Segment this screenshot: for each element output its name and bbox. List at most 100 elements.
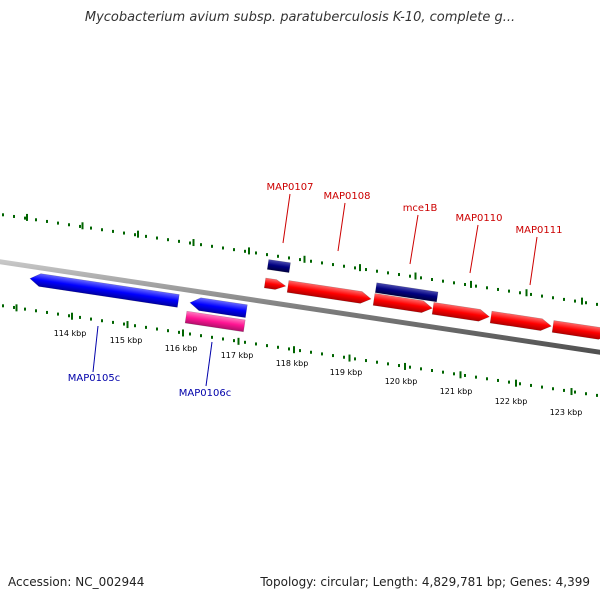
- leader-line: [409, 214, 419, 265]
- leader-line: [529, 236, 538, 286]
- minor-tick: [68, 223, 70, 227]
- minor-tick: [178, 330, 180, 334]
- minor-tick: [255, 342, 257, 346]
- minor-tick: [266, 253, 268, 257]
- minor-tick: [541, 385, 543, 389]
- gene-arrow-map0111: [551, 320, 600, 340]
- minor-tick: [321, 352, 323, 356]
- minor-tick: [486, 286, 488, 290]
- label-leader-lines: [92, 193, 538, 387]
- minor-tick: [508, 289, 510, 293]
- minor-tick: [376, 360, 378, 364]
- minor-tick: [46, 219, 48, 223]
- minor-tick: [563, 297, 565, 301]
- gene-arrow-map0108: [286, 280, 372, 304]
- major-tick: [515, 379, 517, 387]
- feature-block-map0107: [266, 259, 291, 273]
- minor-tick: [90, 317, 92, 321]
- major-tick: [81, 222, 84, 230]
- feature-block-map0106c: [184, 310, 246, 333]
- minor-tick: [233, 248, 235, 252]
- minor-tick: [574, 299, 576, 303]
- kbp-label: 119 kbp: [330, 368, 363, 377]
- minor-tick: [332, 263, 334, 267]
- minor-tick: [310, 259, 312, 263]
- minor-tick: [508, 380, 510, 384]
- minor-tick: [134, 233, 136, 237]
- kbp-label: 121 kbp: [440, 387, 473, 396]
- minor-tick: [519, 382, 521, 386]
- minor-tick: [79, 224, 81, 228]
- gene-label-map0110: MAP0110: [456, 213, 503, 224]
- map-title: Mycobacterium avium subsp. paratuberculo…: [84, 10, 516, 25]
- leader-line: [469, 224, 479, 274]
- minor-tick: [266, 344, 268, 348]
- major-tick: [359, 264, 361, 272]
- gene-arrow-map0107: [263, 277, 287, 290]
- minor-tick: [101, 319, 103, 323]
- genome-backbone: [0, 259, 600, 355]
- minor-tick: [343, 355, 345, 359]
- minor-tick: [431, 369, 433, 373]
- minor-tick: [596, 393, 598, 397]
- major-tick: [525, 289, 528, 297]
- minor-tick: [354, 266, 356, 270]
- major-tick: [348, 354, 351, 362]
- gene-features: [29, 259, 600, 340]
- minor-tick: [167, 329, 169, 333]
- upper-tick-track: [2, 213, 598, 306]
- minor-tick: [354, 357, 356, 361]
- major-tick: [570, 388, 573, 396]
- minor-tick: [475, 375, 477, 379]
- minor-tick: [255, 251, 257, 255]
- minor-tick: [453, 372, 455, 376]
- minor-tick: [57, 221, 59, 225]
- minor-tick: [596, 302, 598, 306]
- minor-tick: [222, 246, 224, 250]
- major-tick: [459, 371, 462, 379]
- minor-tick: [57, 312, 59, 316]
- minor-tick: [398, 273, 400, 277]
- gene-label-map0106c: MAP0106c: [179, 388, 231, 399]
- minor-tick: [13, 214, 15, 218]
- minor-tick: [112, 229, 114, 233]
- minor-tick: [409, 365, 411, 369]
- minor-tick: [101, 228, 103, 232]
- minor-tick: [134, 324, 136, 328]
- minor-tick: [299, 258, 301, 262]
- minor-tick: [497, 378, 499, 382]
- gene-label-map0111: MAP0111: [516, 225, 563, 236]
- gene-label-map0105c: MAP0105c: [68, 373, 120, 384]
- kbp-label: 122 kbp: [495, 397, 528, 406]
- major-tick: [293, 346, 295, 354]
- minor-tick: [178, 239, 180, 243]
- minor-tick: [24, 307, 26, 311]
- minor-tick: [420, 367, 422, 371]
- gene-arrow-mce1a: [372, 293, 433, 313]
- minor-tick: [552, 296, 554, 300]
- kbp-label: 120 kbp: [385, 377, 418, 386]
- gene-arrow-map0106c: [189, 297, 248, 318]
- minor-tick: [541, 294, 543, 298]
- minor-tick: [486, 377, 488, 381]
- minor-tick: [398, 364, 400, 368]
- minor-tick: [519, 291, 521, 295]
- major-tick: [15, 304, 18, 312]
- major-tick: [126, 321, 129, 329]
- minor-tick: [464, 373, 466, 377]
- minor-tick: [156, 327, 158, 331]
- major-tick: [137, 230, 139, 238]
- minor-tick: [277, 254, 279, 258]
- minor-tick: [123, 231, 125, 235]
- minor-tick: [420, 276, 422, 280]
- kbp-label: 118 kbp: [276, 359, 309, 368]
- minor-tick: [310, 350, 312, 354]
- major-tick: [470, 280, 472, 288]
- minor-tick: [35, 309, 37, 313]
- minor-tick: [2, 213, 4, 217]
- minor-tick: [431, 278, 433, 282]
- minor-tick: [35, 218, 37, 222]
- minor-tick: [299, 349, 301, 353]
- feature-block-mce1b: [374, 282, 439, 303]
